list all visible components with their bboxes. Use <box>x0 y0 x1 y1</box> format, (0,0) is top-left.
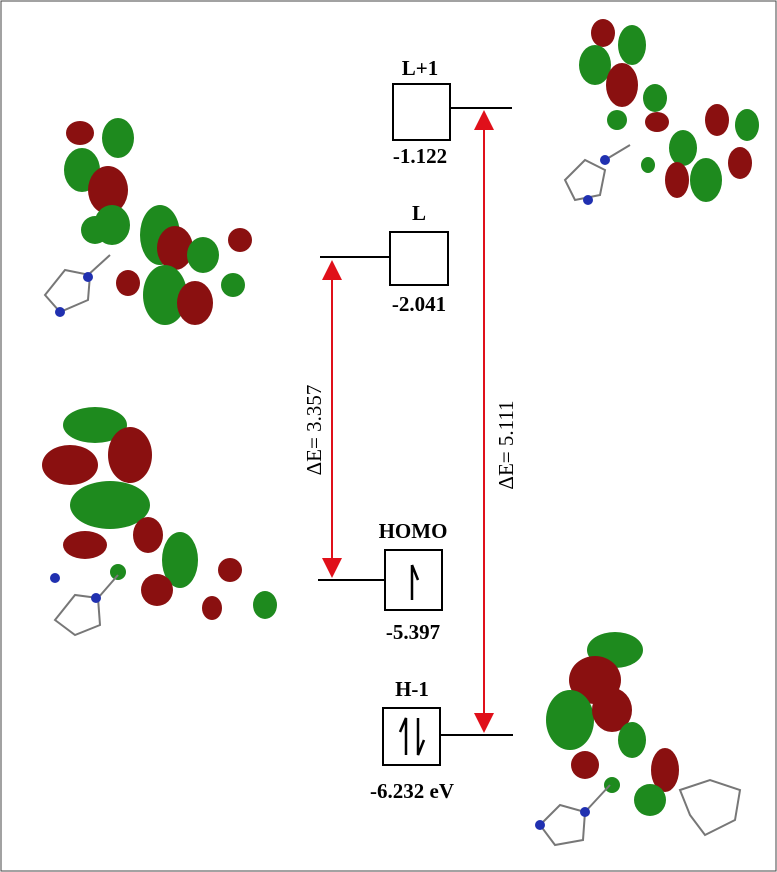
level-box <box>390 232 448 285</box>
diagram: L+1 -1.122 L -2.041 HOMO -5.397 H-1 -6.2… <box>0 0 777 872</box>
gap-label: ΔE= 5.111 <box>494 400 518 489</box>
level-label: HOMO <box>379 519 448 543</box>
level-box <box>393 84 450 140</box>
level-label: L <box>412 201 426 225</box>
level-energy: -5.397 <box>386 620 440 644</box>
level-label: L+1 <box>402 56 438 80</box>
level-energy: -1.122 <box>393 144 447 168</box>
level-energy: -6.232 eV <box>370 779 454 803</box>
level-box <box>385 550 442 610</box>
level-box <box>383 708 440 765</box>
level-energy: -2.041 <box>392 292 446 316</box>
level-label: H-1 <box>395 677 429 701</box>
gap-label: ΔE= 3.357 <box>302 385 326 476</box>
